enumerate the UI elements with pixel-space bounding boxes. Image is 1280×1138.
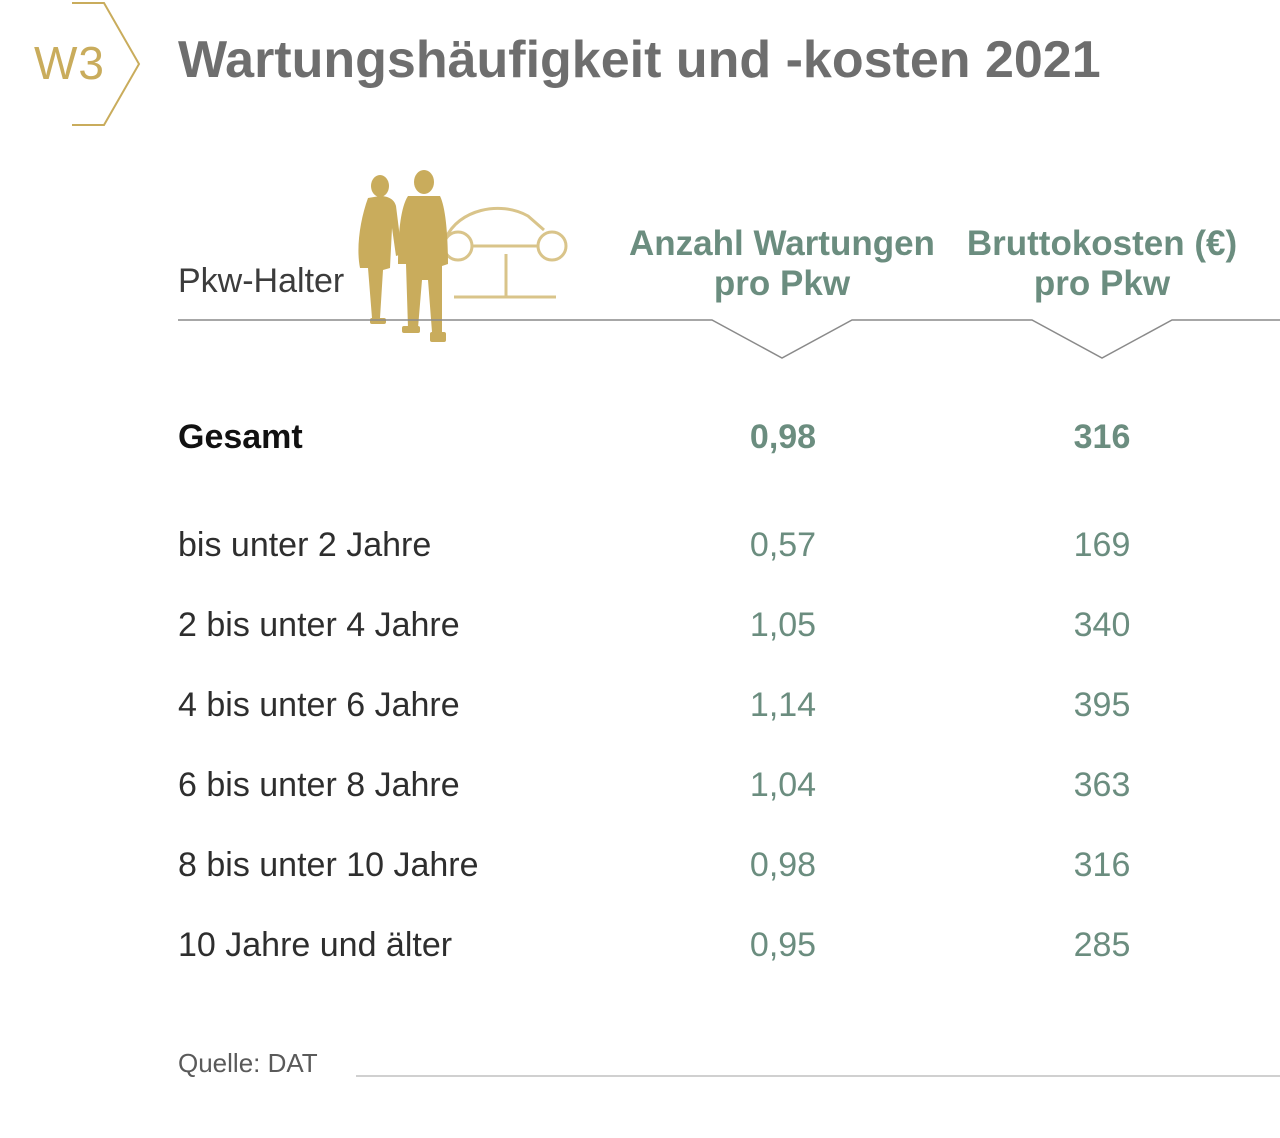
table-row: 4 bis unter 6 Jahre 1,14 395: [0, 686, 1280, 734]
row-label: 4 bis unter 6 Jahre: [178, 686, 460, 724]
source-note: Quelle: DAT: [178, 1048, 318, 1078]
car-outline-icon: [444, 206, 545, 239]
maintenance-count-value: 1,14: [749, 686, 817, 724]
maintenance-count-value: 1,04: [749, 766, 817, 804]
header-divider: [178, 319, 1280, 359]
gross-cost-value: 169: [1073, 526, 1131, 564]
row-label: Gesamt: [178, 418, 303, 456]
maintenance-count-value: 0,57: [749, 526, 817, 564]
chevron-frame-icon: [72, 2, 141, 126]
maintenance-count-value: 0,98: [749, 418, 817, 456]
row-label: bis unter 2 Jahre: [178, 526, 432, 564]
row-header-label: Pkw-Halter: [178, 262, 345, 300]
maintenance-count-value: 0,95: [749, 926, 817, 964]
table-row: 10 Jahre und älter 0,95 285: [0, 926, 1280, 974]
man-silhouette-icon: [398, 170, 448, 342]
gross-cost-value: 340: [1073, 606, 1131, 644]
table-row: 2 bis unter 4 Jahre 1,05 340: [0, 606, 1280, 654]
car-wheel-icon: [442, 230, 474, 262]
gross-cost-value: 316: [1073, 846, 1131, 884]
table-row-total: Gesamt 0,98 316: [0, 418, 1280, 466]
gross-cost-value: 363: [1073, 766, 1131, 804]
gross-cost-value: 316: [1073, 418, 1131, 456]
gross-cost-value: 395: [1073, 686, 1131, 724]
section-badge: W3: [0, 0, 150, 130]
source-divider: [356, 1075, 1280, 1077]
column-header-maintenance-count: Anzahl Wartungen pro Pkw: [629, 224, 935, 303]
table-row: bis unter 2 Jahre 0,57 169: [0, 526, 1280, 574]
page-title: Wartungshäufigkeit und -kosten 2021: [178, 31, 1101, 89]
maintenance-count-value: 0,98: [749, 846, 817, 884]
gross-cost-value: 285: [1073, 926, 1131, 964]
badge-label: W3: [34, 37, 105, 89]
table-row: 8 bis unter 10 Jahre 0,98 316: [0, 846, 1280, 894]
car-wheel-icon: [536, 230, 568, 262]
column-header-gross-cost: Bruttokosten (€) pro Pkw: [966, 224, 1238, 303]
maintenance-count-value: 1,05: [749, 606, 817, 644]
row-label: 6 bis unter 8 Jahre: [178, 766, 460, 804]
row-label: 8 bis unter 10 Jahre: [178, 846, 479, 884]
woman-silhouette-icon: [358, 175, 402, 324]
table-row: 6 bis unter 8 Jahre 1,04 363: [0, 766, 1280, 814]
row-label: 10 Jahre und älter: [178, 926, 453, 964]
row-label: 2 bis unter 4 Jahre: [178, 606, 460, 644]
